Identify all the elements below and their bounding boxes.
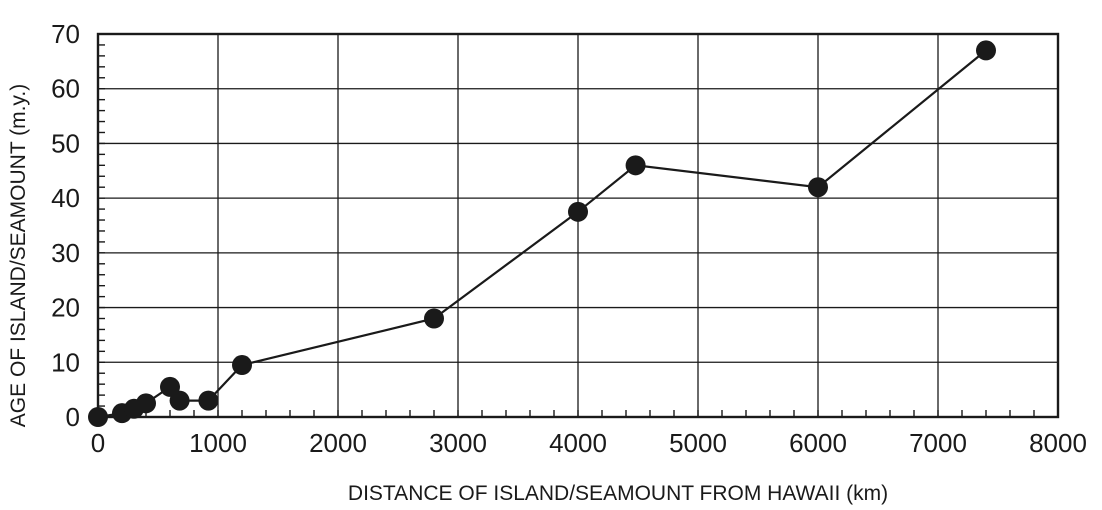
- y-tick-label: 40: [51, 183, 80, 213]
- x-tick-label: 2000: [309, 428, 367, 458]
- x-tick-label: 5000: [669, 428, 727, 458]
- y-tick-label: 50: [51, 128, 80, 158]
- x-tick-label: 0: [91, 428, 105, 458]
- x-tick-labels: 0 1000 2000 3000 4000 5000 6000 7000 8000: [91, 428, 1087, 458]
- data-point: [232, 355, 252, 376]
- data-point: [568, 201, 588, 222]
- x-tick-label: 1000: [189, 428, 247, 458]
- data-point: [808, 177, 828, 198]
- y-tick-label: 30: [51, 238, 80, 268]
- x-tick-label: 8000: [1029, 428, 1087, 458]
- data-points: [88, 40, 996, 427]
- data-point: [976, 40, 996, 61]
- y-tick-label: 70: [51, 19, 80, 49]
- data-point: [88, 407, 108, 427]
- y-tick-label: 0: [66, 402, 80, 432]
- plot-frame: [96, 32, 1060, 419]
- grid-lines: [98, 34, 1058, 417]
- y-tick-labels: 0 10 20 30 40 50 60 70: [51, 19, 80, 432]
- x-tick-label: 4000: [549, 428, 607, 458]
- data-point: [136, 393, 156, 414]
- data-point: [198, 390, 219, 411]
- x-tick-label: 7000: [909, 428, 967, 458]
- data-point: [169, 390, 190, 411]
- data-point: [625, 155, 646, 176]
- x-tick-label: 3000: [429, 428, 487, 458]
- data-point: [424, 308, 444, 329]
- x-tick-label: 6000: [789, 428, 847, 458]
- y-tick-label: 60: [51, 74, 80, 104]
- x-axis-title: DISTANCE OF ISLAND/SEAMOUNT FROM HAWAII …: [348, 482, 888, 505]
- y-axis-title: AGE OF ISLAND/SEAMOUNT (m.y.): [7, 84, 30, 427]
- y-tick-label: 20: [51, 293, 80, 323]
- y-tick-label: 10: [51, 347, 80, 377]
